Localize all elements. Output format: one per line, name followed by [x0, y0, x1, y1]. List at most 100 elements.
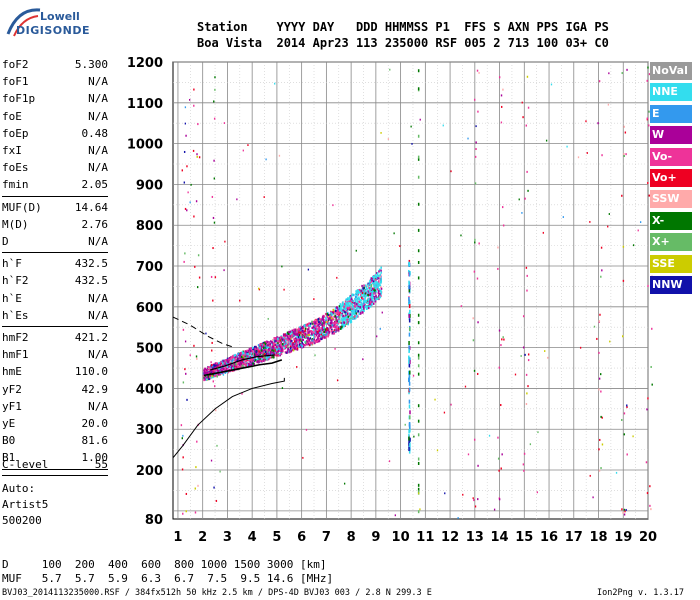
echo-point — [192, 149, 195, 152]
echo-point — [322, 318, 325, 322]
echo-point — [374, 283, 376, 286]
echo-point — [237, 358, 240, 361]
echo-point — [302, 343, 304, 346]
echo-point — [645, 461, 648, 464]
echo-point — [226, 370, 228, 374]
echo-point — [328, 323, 330, 326]
echo-point — [625, 508, 627, 511]
echo-point — [274, 340, 276, 343]
echo-point — [475, 125, 477, 128]
echo-point — [280, 352, 283, 356]
echo-point — [252, 359, 255, 362]
echo-point — [277, 337, 279, 340]
echo-point — [473, 499, 475, 502]
echo-point — [282, 338, 284, 341]
echo-point — [181, 169, 183, 172]
echo-point — [333, 315, 335, 318]
echo-point — [363, 300, 366, 303]
echo-point — [236, 365, 238, 368]
echo-point — [343, 305, 345, 308]
echo-point — [621, 72, 623, 75]
echo-point — [285, 338, 288, 341]
echo-point — [474, 182, 477, 185]
echo-point — [250, 349, 252, 353]
echo-point — [230, 363, 232, 367]
echo-point — [623, 508, 625, 511]
echo-point — [280, 341, 282, 344]
echo-point — [346, 302, 349, 305]
echo-point — [365, 300, 367, 303]
echo-point — [358, 312, 361, 315]
x-tick-label: 19 — [614, 530, 632, 545]
echo-point — [444, 492, 446, 495]
echo-point — [365, 294, 368, 297]
echo-point — [593, 325, 596, 328]
echo-point — [183, 260, 185, 263]
echo-point — [281, 347, 283, 350]
echo-point — [331, 328, 333, 331]
echo-point — [345, 301, 347, 304]
echo-point — [341, 317, 343, 320]
echo-point — [295, 342, 298, 345]
echo-point — [198, 276, 201, 279]
echo-point — [309, 330, 311, 333]
x-tick-label: 13 — [466, 530, 484, 545]
echo-point — [289, 345, 292, 349]
echo-point — [368, 288, 371, 291]
echo-point — [221, 372, 224, 375]
echo-point — [374, 275, 376, 278]
echo-point — [215, 409, 217, 412]
echo-point — [351, 293, 354, 296]
echo-point — [190, 183, 192, 186]
echo-point — [472, 317, 474, 320]
echo-point — [341, 321, 344, 324]
echo-point — [214, 362, 217, 366]
echo-point — [338, 309, 341, 312]
param-row: fmin 2.05 — [2, 177, 108, 193]
echo-point — [267, 356, 269, 359]
echo-point — [317, 318, 320, 321]
echo-point — [410, 125, 412, 128]
echo-point — [284, 345, 286, 348]
echo-point — [271, 342, 274, 345]
echo-point — [203, 376, 206, 379]
echo-point — [339, 303, 342, 306]
param-row: hmE 110.0 — [2, 364, 108, 380]
echo-point — [285, 342, 287, 345]
echo-point — [317, 328, 320, 332]
param-separator — [2, 475, 108, 476]
echo-point — [325, 320, 328, 324]
echo-point — [296, 347, 299, 350]
echo-point — [601, 416, 603, 419]
echo-point — [417, 364, 420, 368]
echo-point — [353, 308, 356, 312]
echo-point — [266, 344, 269, 347]
echo-point — [380, 275, 382, 279]
echo-point — [242, 361, 244, 364]
echo-point — [314, 354, 316, 357]
echo-point — [409, 443, 411, 448]
echo-point — [308, 326, 310, 329]
echo-point — [370, 280, 372, 284]
echo-point — [626, 404, 628, 407]
echo-point — [279, 342, 282, 345]
param-row: hmF2 421.2 — [2, 330, 108, 346]
echo-point — [598, 351, 600, 354]
echo-point — [408, 374, 411, 379]
echo-point — [196, 357, 198, 360]
echo-point — [214, 276, 217, 279]
echo-point — [377, 292, 380, 295]
echo-point — [265, 345, 268, 349]
echo-point — [338, 325, 341, 328]
echo-point — [357, 310, 360, 313]
param-name: foF1 — [2, 75, 29, 89]
echo-point — [326, 321, 329, 324]
echo-point — [355, 305, 358, 308]
echo-point — [646, 492, 649, 495]
param-name: h`Es — [2, 308, 29, 322]
echo-point — [369, 301, 372, 304]
echo-point — [296, 341, 299, 344]
echo-point — [298, 342, 301, 345]
param-name: B1 — [2, 451, 16, 465]
echo-point — [296, 328, 299, 331]
